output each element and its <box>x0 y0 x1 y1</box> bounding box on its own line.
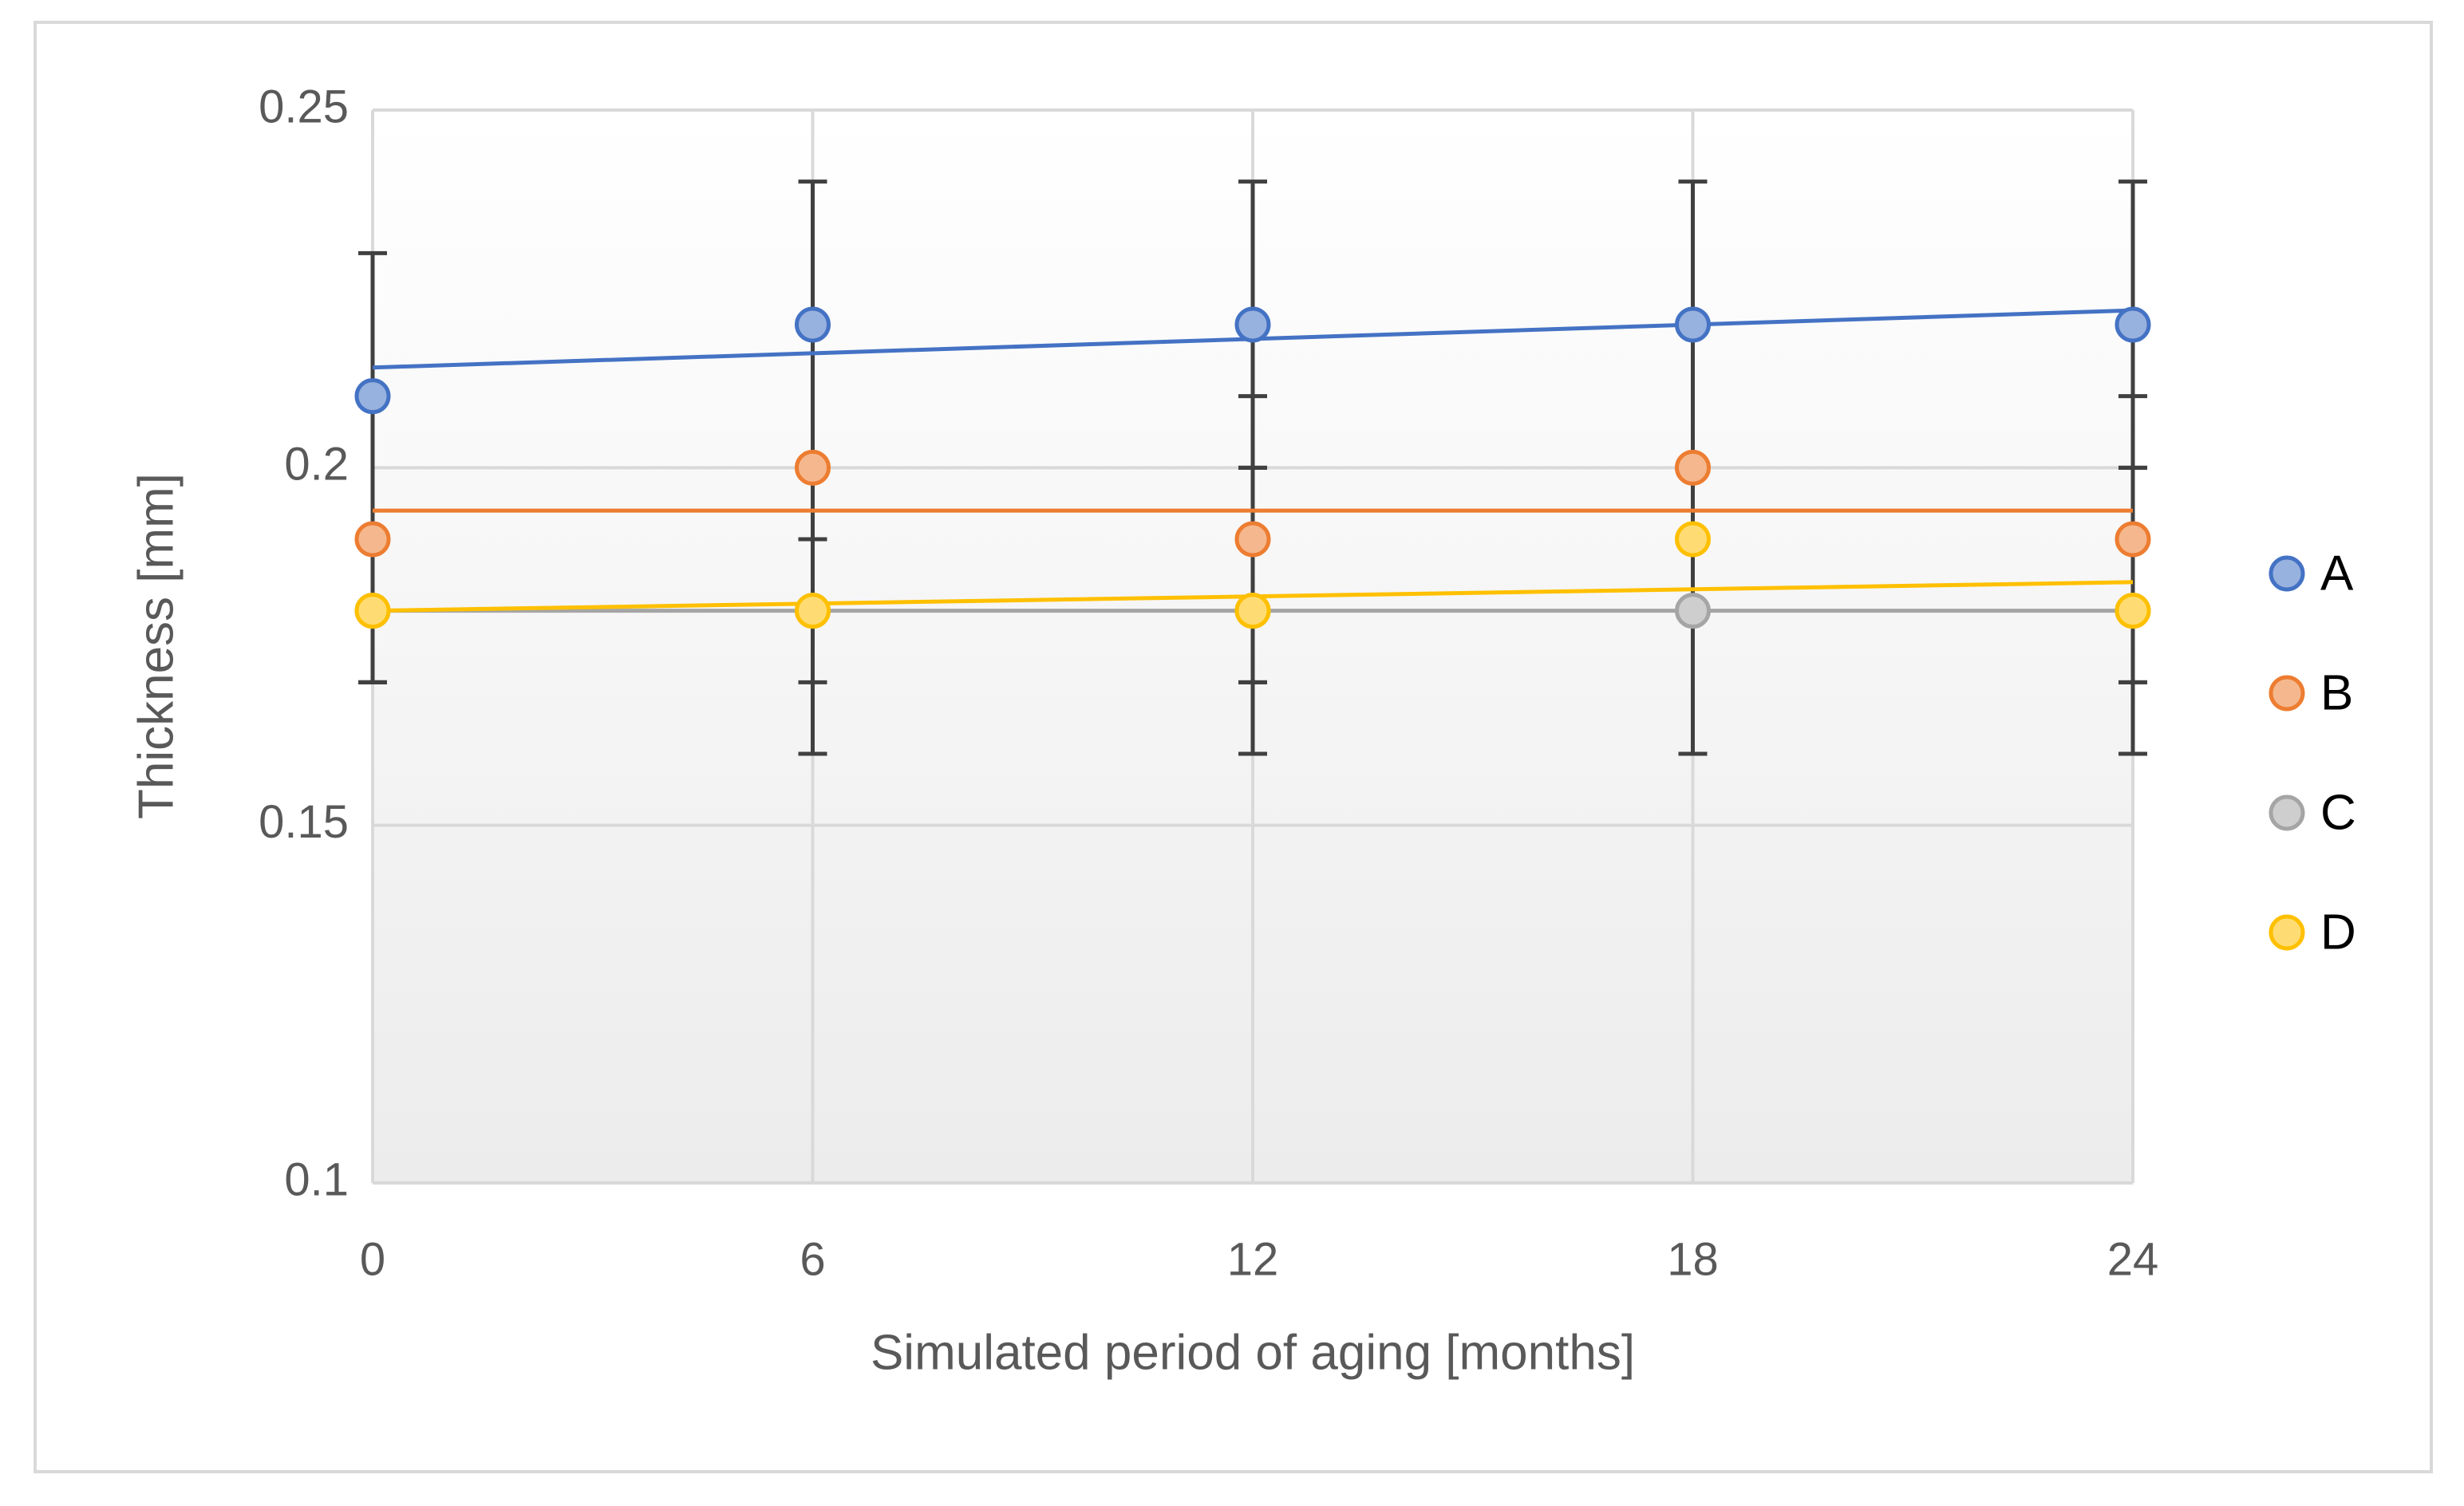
y-tick-label: 0.1 <box>284 1153 349 1205</box>
marker <box>1675 449 1711 486</box>
marker <box>354 521 391 558</box>
marker <box>354 593 391 629</box>
legend-marker <box>2269 914 2305 951</box>
marker <box>795 449 831 486</box>
marker <box>2115 521 2151 558</box>
legend-label: A <box>2320 546 2354 601</box>
x-tick-label: 6 <box>800 1233 825 1285</box>
legend-marker <box>2269 794 2305 831</box>
legend-marker <box>2269 555 2305 592</box>
marker <box>2115 593 2151 629</box>
x-tick-label: 18 <box>1667 1233 1719 1285</box>
marker <box>1234 521 1271 558</box>
y-tick-label: 0.15 <box>259 796 349 848</box>
y-tick-label: 0.25 <box>259 81 349 132</box>
legend-label: C <box>2320 785 2356 840</box>
legend-marker <box>2269 675 2305 712</box>
marker <box>795 306 831 343</box>
marker <box>1675 306 1711 343</box>
marker <box>1675 593 1711 629</box>
y-tick-label: 0.2 <box>284 439 349 491</box>
marker <box>2115 306 2151 343</box>
marker <box>1234 593 1271 629</box>
x-tick-label: 24 <box>2107 1233 2159 1285</box>
x-axis-label: Simulated period of aging [months] <box>871 1325 1635 1380</box>
marker <box>795 593 831 629</box>
y-axis-label: Thickness [mm] <box>128 473 184 819</box>
legend-label: B <box>2320 665 2353 720</box>
x-tick-label: 12 <box>1227 1233 1279 1285</box>
legend-label: D <box>2320 905 2356 960</box>
marker <box>1675 521 1711 558</box>
x-tick-label: 0 <box>360 1233 385 1285</box>
marker <box>354 378 391 415</box>
marker <box>1234 306 1271 343</box>
